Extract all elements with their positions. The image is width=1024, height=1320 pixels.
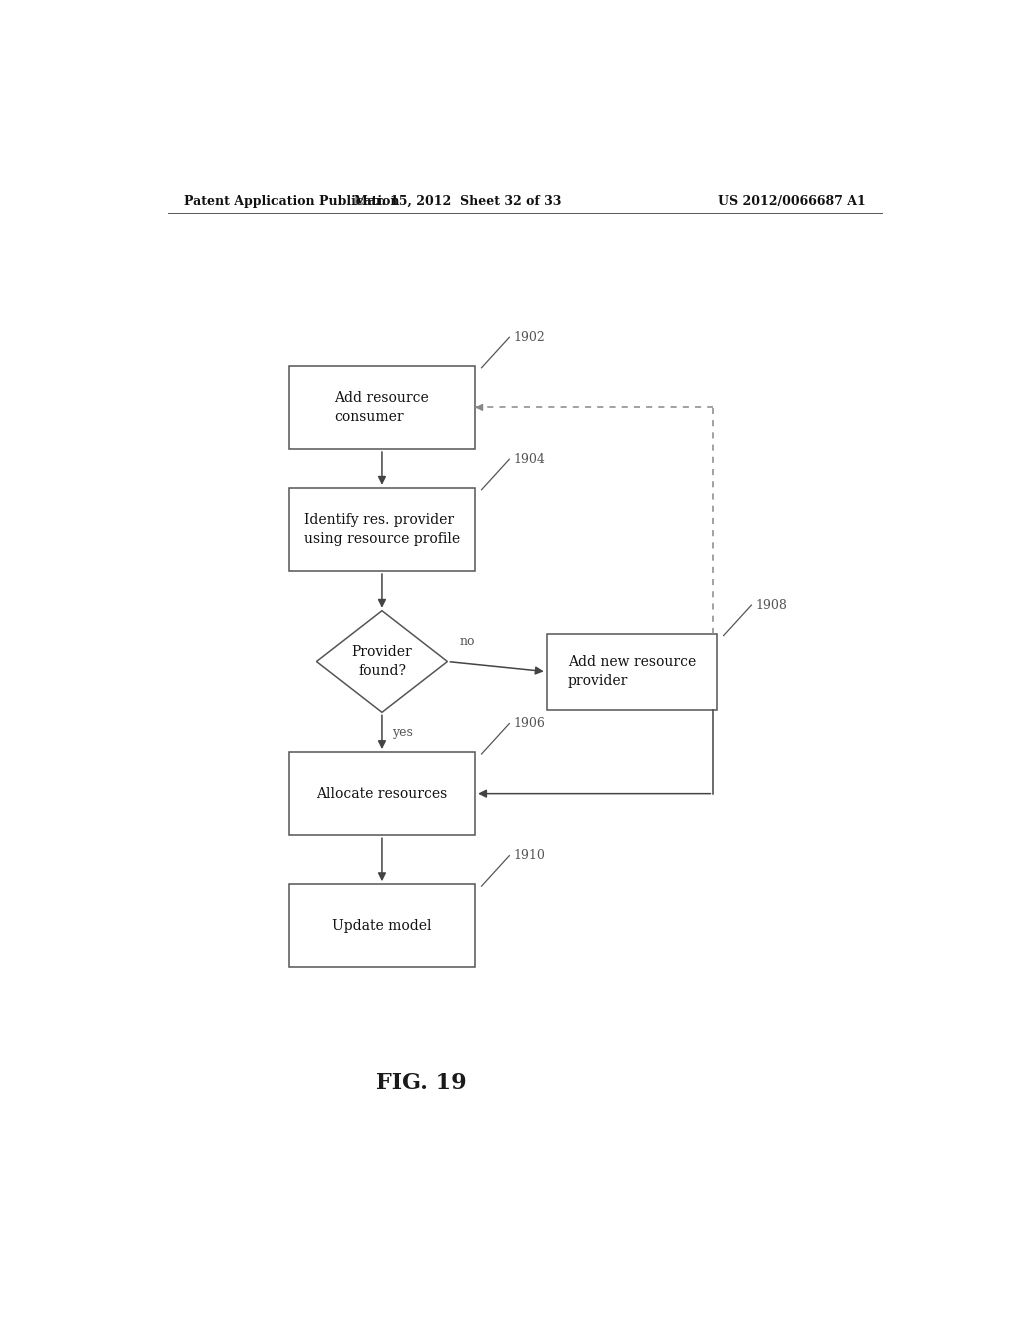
Text: Mar. 15, 2012  Sheet 32 of 33: Mar. 15, 2012 Sheet 32 of 33 (353, 194, 561, 207)
Text: Add new resource
provider: Add new resource provider (568, 656, 696, 688)
Text: Allocate resources: Allocate resources (316, 787, 447, 801)
Text: Update model: Update model (332, 919, 432, 933)
Text: 1910: 1910 (513, 849, 545, 862)
Text: 1904: 1904 (513, 453, 545, 466)
Text: Add resource
consumer: Add resource consumer (335, 391, 429, 424)
Text: US 2012/0066687 A1: US 2012/0066687 A1 (718, 194, 866, 207)
Text: 1902: 1902 (513, 331, 545, 343)
Text: no: no (460, 635, 475, 648)
Text: Patent Application Publication: Patent Application Publication (183, 194, 399, 207)
FancyBboxPatch shape (289, 884, 475, 968)
Text: 1906: 1906 (513, 717, 545, 730)
FancyBboxPatch shape (289, 366, 475, 449)
FancyBboxPatch shape (547, 634, 717, 710)
FancyBboxPatch shape (289, 752, 475, 836)
Text: FIG. 19: FIG. 19 (376, 1072, 467, 1094)
Polygon shape (316, 611, 447, 713)
Text: yes: yes (392, 726, 413, 739)
FancyBboxPatch shape (289, 487, 475, 572)
Text: Identify res. provider
using resource profile: Identify res. provider using resource pr… (304, 513, 460, 545)
Text: 1908: 1908 (756, 598, 787, 611)
Text: Provider
found?: Provider found? (351, 645, 413, 677)
